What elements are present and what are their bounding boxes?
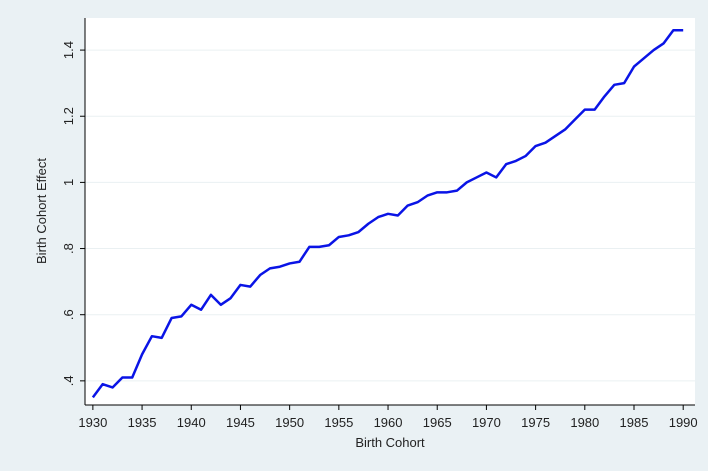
x-tick-label: 1960 <box>374 415 403 430</box>
x-tick-label: 1990 <box>669 415 698 430</box>
data-line <box>91 28 684 399</box>
x-tick-label: 1935 <box>128 415 157 430</box>
y-tick-label: .6 <box>61 309 76 320</box>
y-tick-label: 1 <box>61 179 76 186</box>
x-axis-title: Birth Cohort <box>355 435 425 450</box>
y-tick-label: 1.4 <box>61 41 76 59</box>
y-tick-label: .4 <box>61 375 76 386</box>
y-axis-title: Birth Cohort Effect <box>34 158 49 264</box>
x-tick-label: 1975 <box>521 415 550 430</box>
x-tick-label: 1955 <box>324 415 353 430</box>
plot-area <box>85 18 695 405</box>
x-tick-label: 1940 <box>177 415 206 430</box>
x-tick-label: 1985 <box>620 415 649 430</box>
y-tick-label: .8 <box>61 243 76 254</box>
x-tick-label: 1965 <box>423 415 452 430</box>
y-tick-label: 1.2 <box>61 107 76 125</box>
x-tick-label: 1930 <box>78 415 107 430</box>
x-tick-label: 1980 <box>570 415 599 430</box>
x-tick-label: 1950 <box>275 415 304 430</box>
x-tick-label: 1970 <box>472 415 501 430</box>
x-tick-label: 1945 <box>226 415 255 430</box>
